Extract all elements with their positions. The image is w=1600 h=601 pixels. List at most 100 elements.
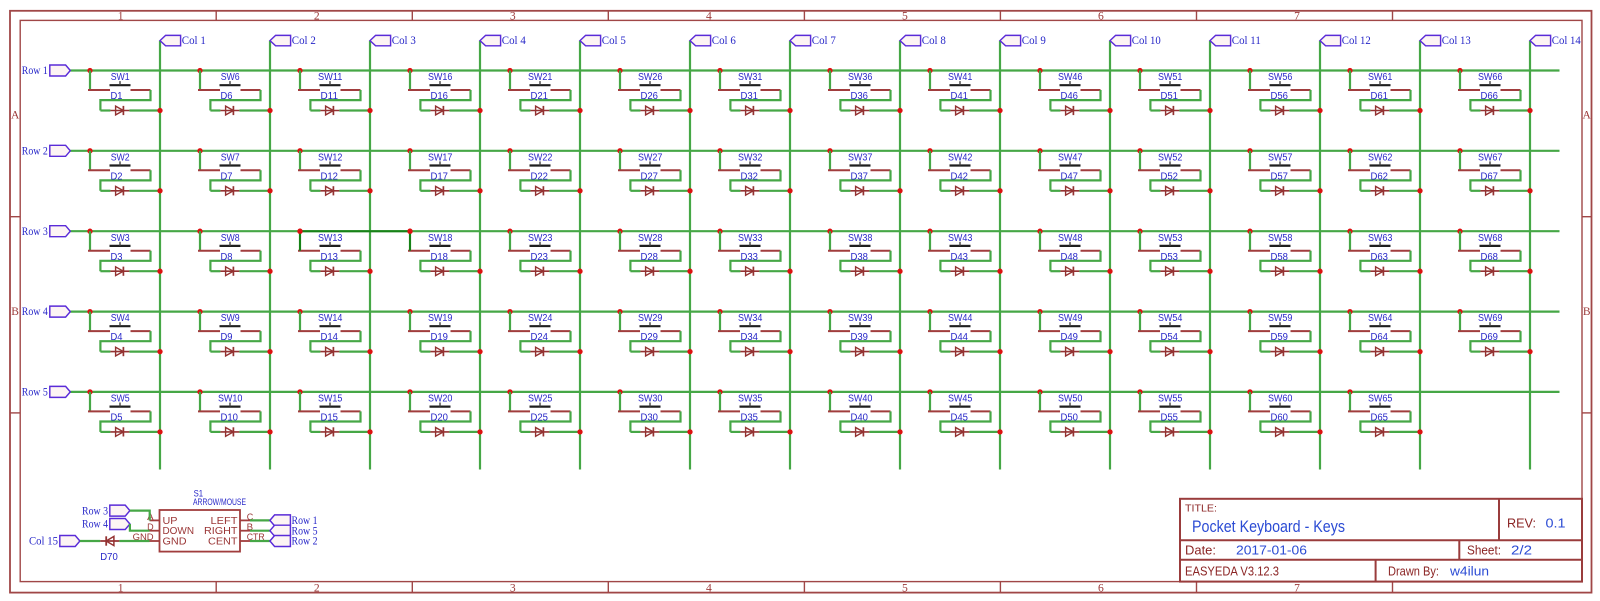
svg-text:SW11: SW11 — [318, 72, 343, 83]
svg-text:2/2: 2/2 — [1511, 543, 1532, 558]
svg-text:B: B — [247, 522, 254, 532]
svg-text:D13: D13 — [321, 252, 339, 263]
svg-text:SW17: SW17 — [428, 153, 453, 164]
svg-text:D16: D16 — [431, 91, 449, 102]
svg-text:GND: GND — [163, 536, 187, 547]
svg-text:SW20: SW20 — [428, 394, 453, 405]
svg-text:CTR: CTR — [247, 532, 265, 542]
svg-text:SW31: SW31 — [738, 72, 763, 83]
svg-text:Col 3: Col 3 — [392, 33, 416, 47]
svg-text:Row 1: Row 1 — [22, 65, 48, 77]
svg-text:D46: D46 — [1061, 91, 1079, 102]
svg-text:D32: D32 — [741, 171, 759, 182]
svg-text:3: 3 — [510, 10, 516, 23]
svg-text:SW15: SW15 — [318, 394, 343, 405]
svg-text:Row 3: Row 3 — [82, 505, 108, 517]
svg-text:D57: D57 — [1271, 171, 1289, 182]
svg-text:D44: D44 — [951, 332, 969, 343]
svg-text:UP: UP — [163, 516, 178, 527]
svg-text:Row 4: Row 4 — [22, 306, 48, 318]
svg-text:SW32: SW32 — [738, 153, 763, 164]
svg-text:SW2: SW2 — [111, 153, 130, 164]
svg-text:RIGHT: RIGHT — [204, 526, 238, 537]
svg-text:6: 6 — [1098, 581, 1104, 594]
svg-text:SW64: SW64 — [1368, 313, 1393, 324]
svg-text:D17: D17 — [431, 171, 449, 182]
svg-text:D56: D56 — [1271, 91, 1289, 102]
svg-text:1: 1 — [118, 10, 124, 23]
svg-text:SW38: SW38 — [848, 233, 873, 244]
svg-text:SW47: SW47 — [1058, 153, 1083, 164]
svg-text:D41: D41 — [951, 91, 969, 102]
svg-text:SW58: SW58 — [1268, 233, 1293, 244]
svg-text:SW65: SW65 — [1368, 394, 1393, 405]
svg-text:D37: D37 — [851, 171, 869, 182]
svg-text:D20: D20 — [431, 413, 449, 424]
svg-text:Row 5: Row 5 — [292, 525, 318, 537]
svg-text:D25: D25 — [531, 413, 549, 424]
svg-text:SW55: SW55 — [1158, 394, 1183, 405]
svg-text:SW9: SW9 — [221, 313, 240, 324]
svg-text:D45: D45 — [951, 413, 969, 424]
svg-text:4: 4 — [706, 10, 712, 23]
svg-text:Col 12: Col 12 — [1342, 33, 1371, 47]
svg-text:SW35: SW35 — [738, 394, 763, 405]
svg-text:SW69: SW69 — [1478, 313, 1503, 324]
svg-text:D49: D49 — [1061, 332, 1079, 343]
svg-text:D26: D26 — [641, 91, 659, 102]
svg-text:SW59: SW59 — [1268, 313, 1293, 324]
svg-text:SW33: SW33 — [738, 233, 763, 244]
svg-text:D21: D21 — [531, 91, 549, 102]
svg-text:SW60: SW60 — [1268, 394, 1293, 405]
svg-text:D68: D68 — [1481, 252, 1499, 263]
svg-text:Col 1: Col 1 — [182, 33, 206, 47]
svg-text:1: 1 — [118, 581, 124, 594]
svg-text:SW29: SW29 — [638, 313, 663, 324]
svg-text:SW26: SW26 — [638, 72, 663, 83]
svg-text:D27: D27 — [641, 171, 659, 182]
svg-text:SW23: SW23 — [528, 233, 553, 244]
svg-text:2: 2 — [314, 10, 320, 23]
svg-text:Row 2: Row 2 — [22, 145, 48, 157]
svg-text:2: 2 — [314, 581, 320, 594]
svg-text:Col 13: Col 13 — [1442, 33, 1471, 47]
svg-text:SW10: SW10 — [218, 394, 243, 405]
svg-text:B: B — [1583, 306, 1591, 318]
svg-text:Row 1: Row 1 — [292, 515, 318, 527]
svg-text:SW13: SW13 — [318, 233, 343, 244]
svg-text:SW30: SW30 — [638, 394, 663, 405]
svg-text:D11: D11 — [321, 91, 339, 102]
svg-text:7: 7 — [1294, 10, 1300, 23]
svg-text:SW50: SW50 — [1058, 394, 1083, 405]
svg-text:SW1: SW1 — [111, 72, 130, 83]
svg-text:SW61: SW61 — [1368, 72, 1393, 83]
svg-text:D61: D61 — [1371, 91, 1389, 102]
svg-text:SW56: SW56 — [1268, 72, 1293, 83]
svg-text:SW67: SW67 — [1478, 153, 1503, 164]
svg-text:SW21: SW21 — [528, 72, 553, 83]
svg-text:Col 9: Col 9 — [1022, 33, 1046, 47]
svg-text:Col 4: Col 4 — [502, 33, 526, 47]
svg-text:Sheet:: Sheet: — [1467, 544, 1501, 558]
svg-text:TITLE:: TITLE: — [1185, 503, 1217, 515]
svg-text:SW46: SW46 — [1058, 72, 1083, 83]
svg-text:D48: D48 — [1061, 252, 1079, 263]
svg-text:D66: D66 — [1481, 91, 1499, 102]
svg-text:REV:: REV: — [1507, 516, 1536, 531]
svg-text:SW57: SW57 — [1268, 153, 1293, 164]
svg-text:w4ilun: w4ilun — [1449, 563, 1489, 578]
svg-text:D31: D31 — [741, 91, 759, 102]
svg-text:3: 3 — [510, 581, 516, 594]
svg-text:D35: D35 — [741, 413, 759, 424]
svg-text:SW49: SW49 — [1058, 313, 1083, 324]
svg-text:D38: D38 — [851, 252, 869, 263]
svg-text:D65: D65 — [1371, 413, 1389, 424]
svg-text:SW6: SW6 — [221, 72, 240, 83]
svg-text:D12: D12 — [321, 171, 339, 182]
svg-text:D33: D33 — [741, 252, 759, 263]
svg-text:Date:: Date: — [1185, 544, 1216, 558]
svg-text:LEFT: LEFT — [211, 516, 238, 527]
svg-text:D4: D4 — [111, 332, 124, 343]
svg-text:SW52: SW52 — [1158, 153, 1183, 164]
svg-text:5: 5 — [902, 581, 908, 594]
